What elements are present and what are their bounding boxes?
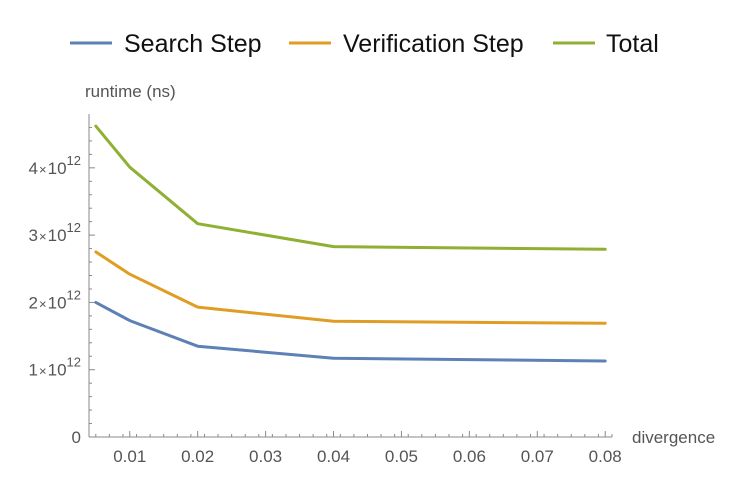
y-tick-label: 2×1012 bbox=[29, 287, 81, 312]
y-tick-label: 3×1012 bbox=[29, 220, 81, 245]
y-tick-base: 10 bbox=[48, 226, 67, 245]
y-tick-mantissa: 4 bbox=[29, 159, 38, 178]
y-tick-exponent: 12 bbox=[67, 153, 81, 168]
series-line-search-step bbox=[94, 300, 607, 363]
y-tick-times: × bbox=[39, 162, 47, 177]
series-line-verification-step bbox=[94, 250, 607, 325]
y-tick-base: 10 bbox=[48, 293, 67, 312]
y-tick-mantissa: 2 bbox=[29, 293, 38, 312]
legend: Search Step Verification Step Total bbox=[70, 30, 659, 58]
y-tick-mantissa: 1 bbox=[29, 361, 38, 380]
x-tick-label: 0.05 bbox=[385, 447, 418, 466]
y-tick-base: 10 bbox=[48, 159, 67, 178]
y-tick-base: 10 bbox=[48, 361, 67, 380]
x-tick-label: 0.08 bbox=[589, 447, 622, 466]
legend-label-search-step: Search Step bbox=[124, 30, 262, 58]
y-tick-exponent: 12 bbox=[67, 287, 81, 302]
series-line-total bbox=[94, 124, 607, 251]
series-lines bbox=[94, 124, 607, 363]
y-tick-times: × bbox=[39, 296, 47, 311]
x-tick-label: 0.01 bbox=[113, 447, 146, 466]
y-tick-mantissa: 3 bbox=[29, 226, 38, 245]
axes bbox=[88, 114, 612, 438]
x-tick-label: 0.02 bbox=[181, 447, 214, 466]
x-axis-title: divergence bbox=[632, 428, 715, 447]
x-tick-label: 0.04 bbox=[317, 447, 350, 466]
y-axis-title: runtime (ns) bbox=[85, 82, 176, 101]
x-tick-label: 0.07 bbox=[521, 447, 554, 466]
x-axis-ticks: 0.01 0.02 0.03 0.04 0.05 0.06 0.07 0.08 bbox=[95, 431, 622, 466]
y-tick-label: 0 bbox=[72, 428, 81, 447]
y-tick-times: × bbox=[39, 364, 47, 379]
y-tick-exponent: 12 bbox=[67, 220, 81, 235]
x-tick-label: 0.03 bbox=[249, 447, 282, 466]
y-tick-exponent: 12 bbox=[67, 355, 81, 370]
y-tick-label: 1×1012 bbox=[29, 355, 81, 380]
x-tick-label: 0.06 bbox=[453, 447, 486, 466]
legend-label-verification-step: Verification Step bbox=[343, 30, 524, 58]
legend-label-total: Total bbox=[606, 30, 659, 58]
y-tick-label: 4×1012 bbox=[29, 153, 81, 178]
y-tick-times: × bbox=[39, 229, 47, 244]
